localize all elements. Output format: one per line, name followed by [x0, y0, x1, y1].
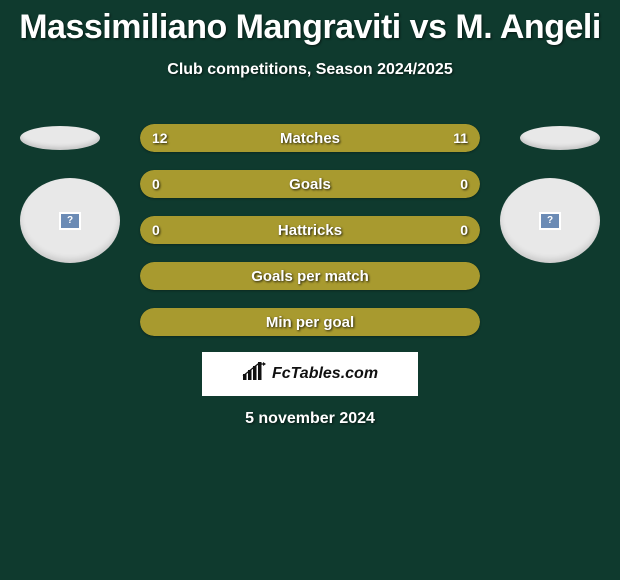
stat-bar-hattricks: 0 Hattricks 0 — [140, 216, 480, 244]
player-right-small-avatar — [520, 126, 600, 150]
stat-value-right: 0 — [460, 170, 468, 198]
player-left-small-avatar — [20, 126, 100, 150]
footer-logo-text: FcTables.com — [272, 365, 378, 383]
stats-container: 12 Matches 11 0 Goals 0 0 Hattricks 0 Go… — [140, 124, 480, 354]
bar-chart-icon — [242, 362, 268, 387]
stat-label: Matches — [140, 124, 480, 152]
stat-bar-goals: 0 Goals 0 — [140, 170, 480, 198]
player-right-avatar — [500, 178, 600, 263]
stat-label: Hattricks — [140, 216, 480, 244]
footer-logo-box: FcTables.com — [202, 352, 418, 396]
placeholder-icon — [59, 212, 81, 230]
stat-label: Goals — [140, 170, 480, 198]
footer-date: 5 november 2024 — [0, 410, 620, 428]
page-subtitle: Club competitions, Season 2024/2025 — [0, 61, 620, 79]
page-title: Massimiliano Mangraviti vs M. Angeli — [0, 0, 620, 47]
stat-label: Goals per match — [140, 262, 480, 290]
stat-label: Min per goal — [140, 308, 480, 336]
stat-value-right: 11 — [453, 124, 468, 152]
player-left-avatar — [20, 178, 120, 263]
placeholder-icon — [539, 212, 561, 230]
stat-bar-matches: 12 Matches 11 — [140, 124, 480, 152]
stat-value-right: 0 — [460, 216, 468, 244]
stat-bar-goals-per-match: Goals per match — [140, 262, 480, 290]
stat-bar-min-per-goal: Min per goal — [140, 308, 480, 336]
